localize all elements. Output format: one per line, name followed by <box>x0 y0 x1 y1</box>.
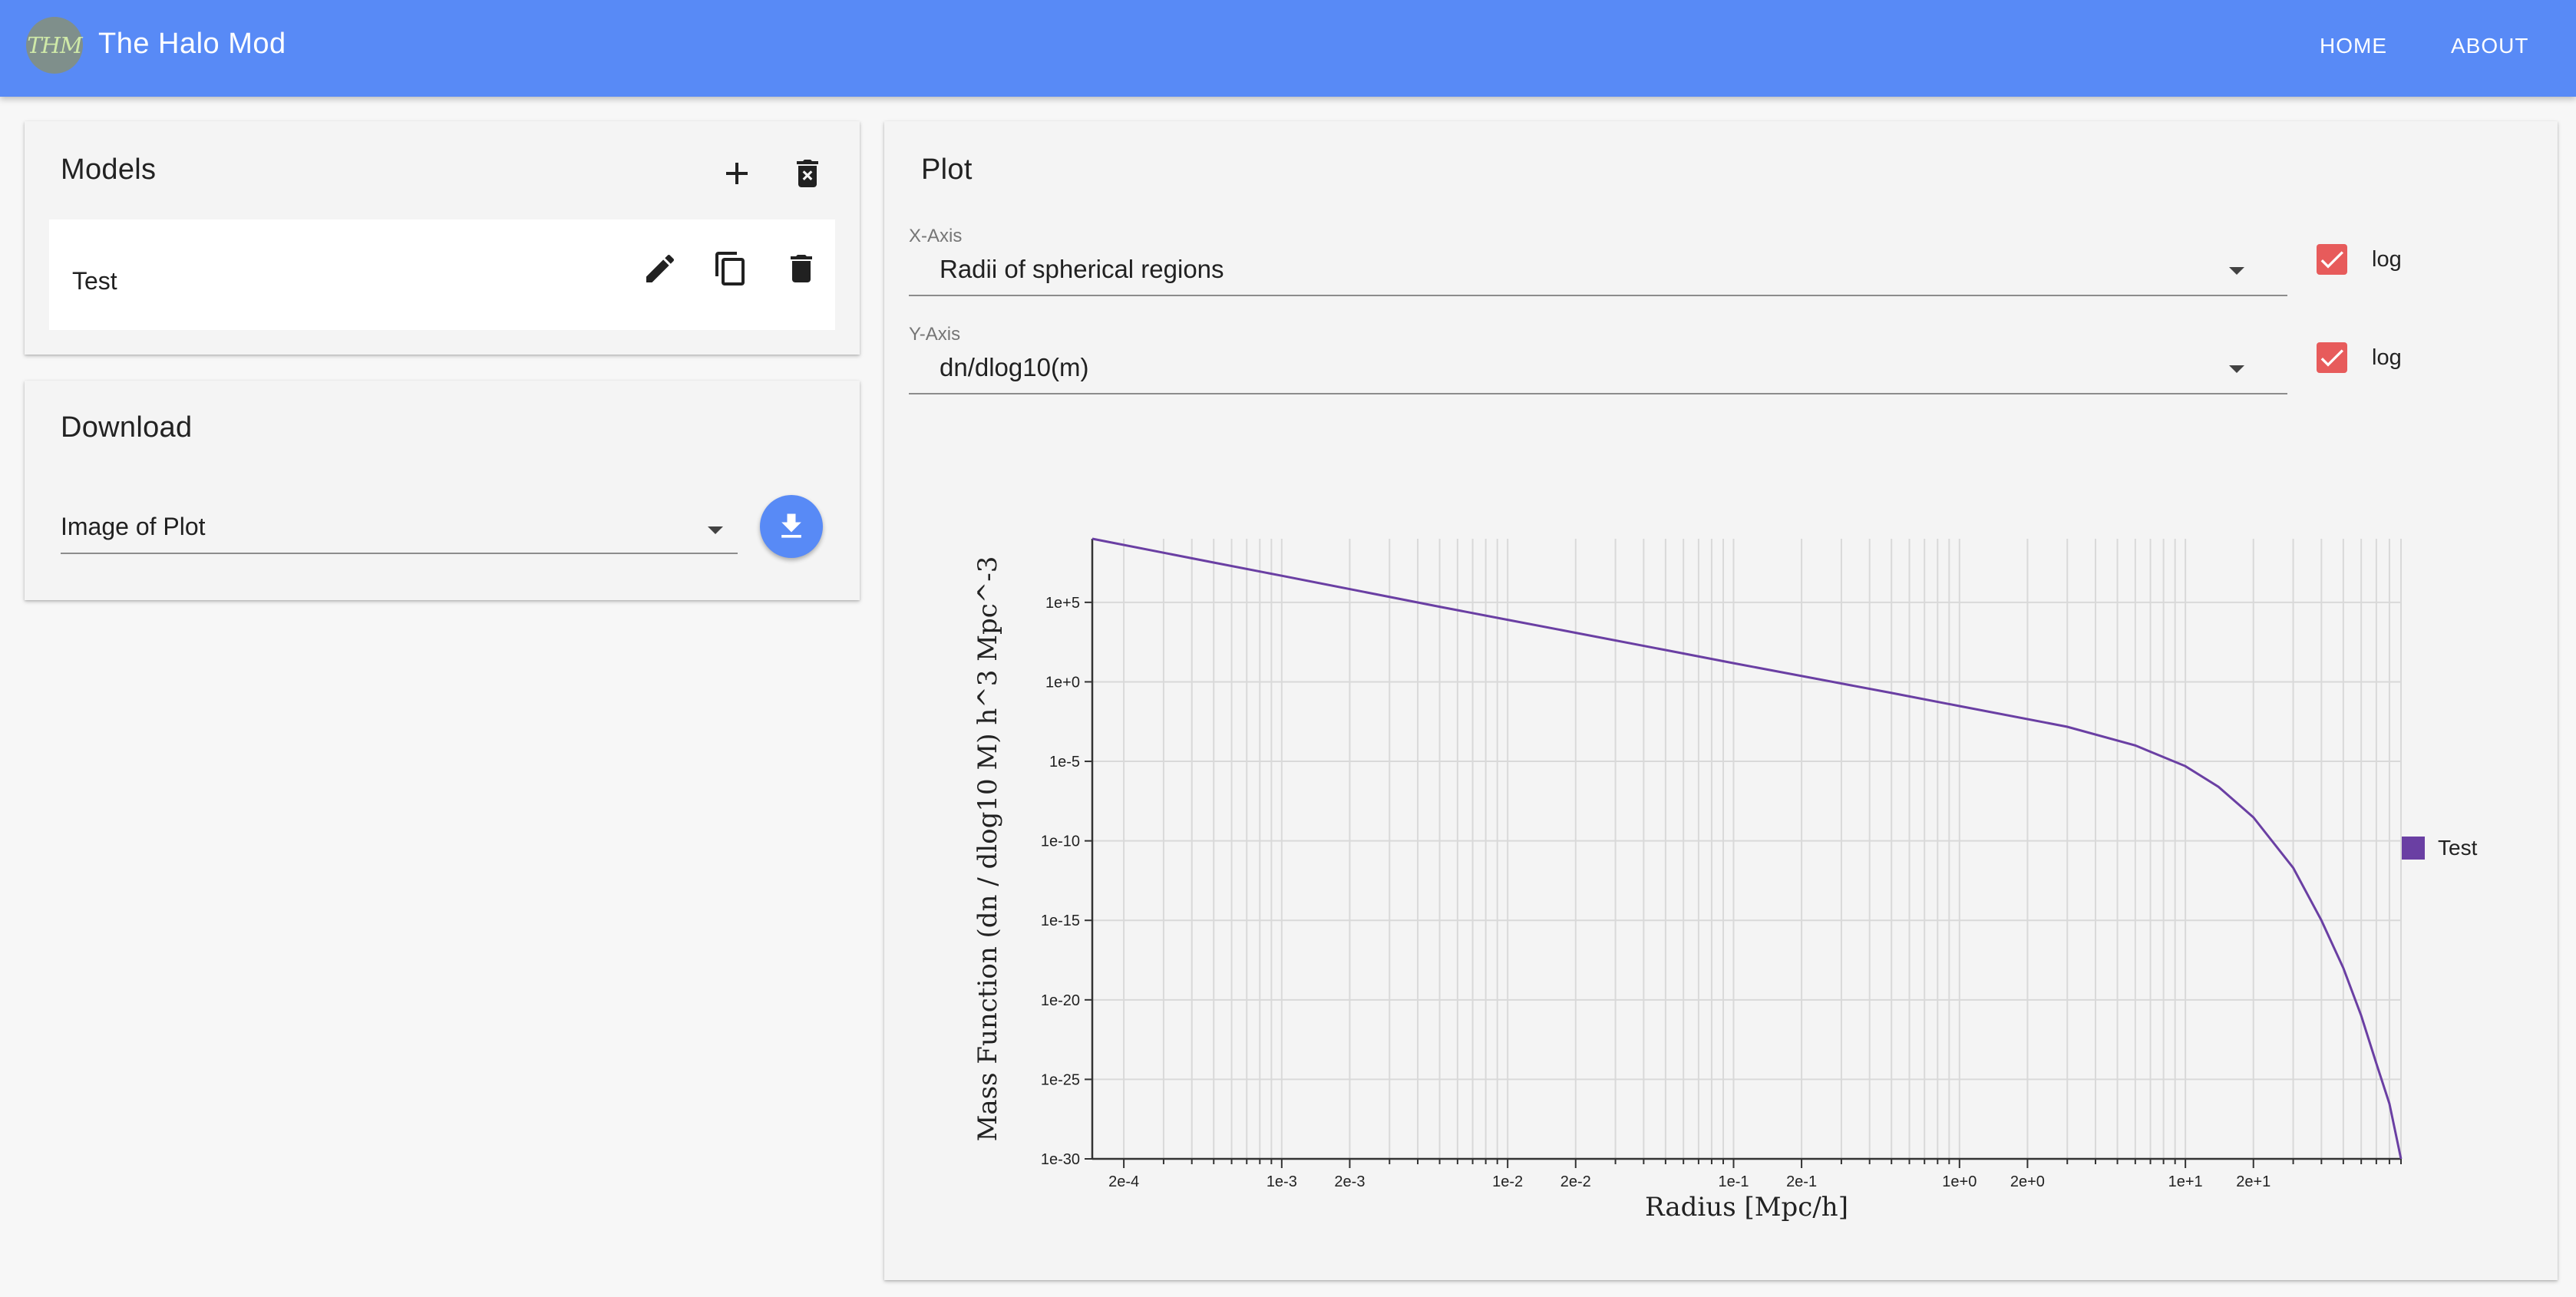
y-tick-label: 1e-20 <box>1041 992 1080 1009</box>
model-list-item[interactable]: Test <box>49 219 835 330</box>
nav-about-button[interactable]: ABOUT <box>2451 34 2529 58</box>
x-tick-label: 1e-1 <box>1718 1173 1749 1190</box>
y-log-checkbox[interactable] <box>2317 342 2347 373</box>
x-axis-chevron-icon[interactable] <box>2229 267 2244 275</box>
x-axis-label: X-Axis <box>909 226 963 246</box>
y-log-label: log <box>2372 345 2402 370</box>
check-icon <box>2320 251 2343 269</box>
app-title: The Halo Mod <box>98 28 286 60</box>
series-line-test <box>1091 537 2403 1160</box>
y-tick-label: 1e+0 <box>1045 674 1080 691</box>
x-tick-label: 1e+1 <box>2168 1173 2203 1190</box>
y-tick-label: 1e-25 <box>1041 1071 1080 1088</box>
download-format-select[interactable]: Image of Plot <box>61 513 206 540</box>
copy-icon[interactable] <box>712 250 749 287</box>
x-log-label: log <box>2372 247 2402 272</box>
y-axis-label: Y-Axis <box>909 324 961 345</box>
y-axis-title: Mass Function (dn / dlog10 M) h^3 Mpc^-3 <box>973 556 1003 1142</box>
x-tick-label: 1e-2 <box>1492 1173 1523 1190</box>
x-tick-label: 1e+0 <box>1942 1173 1977 1190</box>
legend-label: Test <box>2438 836 2478 860</box>
y-axis-select[interactable]: dn/dlog10(m) <box>940 353 1089 381</box>
delete-all-icon[interactable] <box>789 155 826 192</box>
nav-home-button[interactable]: HOME <box>2320 34 2387 58</box>
model-name: Test <box>72 267 117 295</box>
y-tick-label: 1e-15 <box>1041 913 1080 929</box>
y-tick-label: 1e-10 <box>1041 833 1080 850</box>
plot-card: Plot X-Axis Radii of spherical regions l… <box>884 121 2558 1280</box>
download-title: Download <box>61 411 193 444</box>
check-icon <box>2320 349 2343 367</box>
y-axis-underline <box>909 393 2287 394</box>
app-logo[interactable]: THM <box>26 17 83 74</box>
download-icon <box>781 513 801 538</box>
legend-swatch <box>2402 837 2425 860</box>
plus-icon[interactable] <box>718 155 755 192</box>
edit-icon[interactable] <box>642 250 679 287</box>
x-tick-label: 2e+0 <box>2010 1173 2045 1190</box>
x-axis-underline <box>909 295 2287 296</box>
y-tick-label: 1e-5 <box>1049 754 1080 771</box>
download-select-underline <box>61 553 738 554</box>
plot-title: Plot <box>921 153 973 186</box>
delete-icon[interactable] <box>783 250 820 287</box>
x-axis-title: Radius [Mpc/h] <box>1645 1192 1848 1223</box>
logo-text: THM <box>27 32 82 58</box>
app-bar: THM The Halo Mod HOME ABOUT <box>0 0 2576 97</box>
x-tick-label: 2e-1 <box>1786 1173 1817 1190</box>
x-tick-label: 2e-3 <box>1334 1173 1365 1190</box>
x-tick-label: 2e-2 <box>1560 1173 1591 1190</box>
x-tick-label: 1e-3 <box>1267 1173 1297 1190</box>
download-button[interactable] <box>760 495 823 558</box>
x-axis-select[interactable]: Radii of spherical regions <box>940 255 1224 283</box>
models-card: Models Test <box>25 121 860 355</box>
x-tick-label: 2e+1 <box>2236 1173 2271 1190</box>
chevron-down-icon[interactable] <box>708 526 723 534</box>
download-card: Download Image of Plot <box>25 381 860 600</box>
y-axis-chevron-icon[interactable] <box>2229 365 2244 373</box>
mass-function-chart: 2e-4 1e-3 2e-3 1e-2 2e-2 1e-1 2e-1 1e+0 2e+0 1e+1… <box>973 537 2478 1223</box>
x-tick-label: 2e-4 <box>1108 1173 1139 1190</box>
y-tick-label: 1e+5 <box>1045 595 1080 612</box>
x-log-checkbox[interactable] <box>2317 244 2347 275</box>
y-tick-label: 1e-30 <box>1041 1151 1080 1168</box>
models-title: Models <box>61 153 157 186</box>
